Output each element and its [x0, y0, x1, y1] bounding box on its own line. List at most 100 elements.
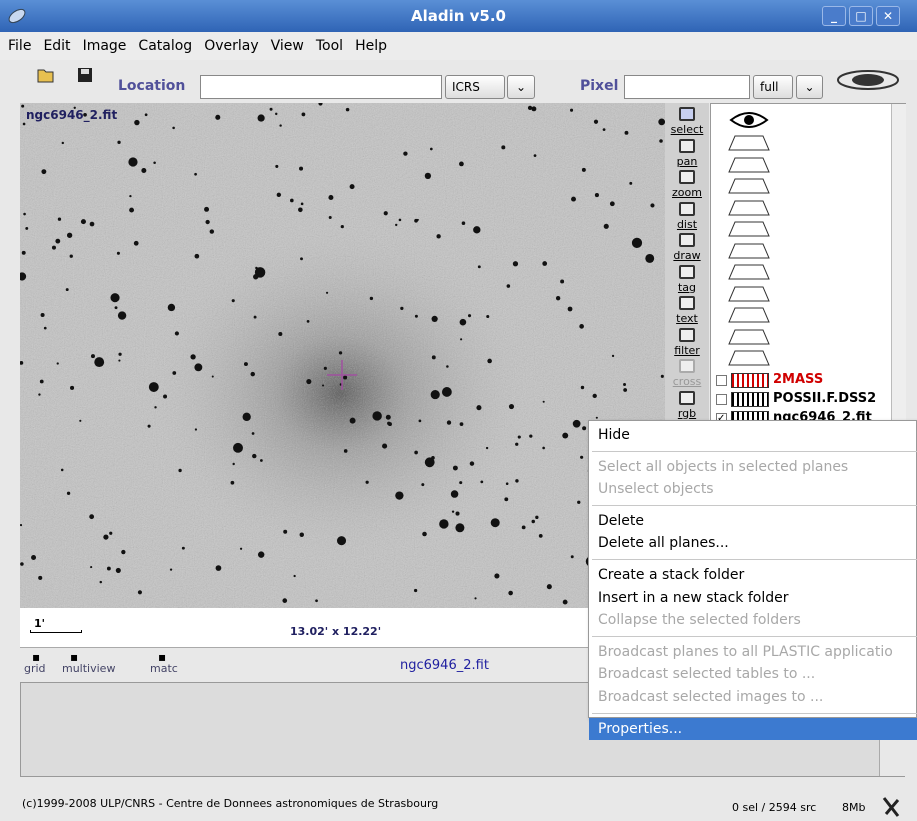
save-icon[interactable] — [76, 66, 94, 84]
tool-button[interactable]: tag — [667, 263, 707, 294]
empty-plane-slot[interactable] — [727, 306, 771, 324]
star — [94, 357, 105, 368]
image-view[interactable]: ngc6946_2.fit — [20, 103, 665, 608]
star — [343, 375, 348, 380]
star — [494, 573, 500, 579]
star — [20, 562, 24, 566]
tool-button[interactable]: zoom — [667, 168, 707, 199]
view-tool-icon[interactable]: ▪ — [32, 650, 41, 664]
title-bar: Aladin v5.0 _ □ ✕ — [0, 0, 917, 32]
view-tool-icon[interactable]: ▪ — [70, 650, 79, 664]
context-menu-item: Broadcast selected images to ... — [598, 689, 824, 705]
view-tool-icon[interactable]: ▪ — [158, 650, 167, 664]
star — [167, 303, 176, 312]
menu-separator — [592, 635, 917, 637]
menu-item[interactable]: Edit — [43, 38, 71, 54]
frame-select[interactable]: ICRS — [445, 75, 505, 99]
context-menu-item: Broadcast selected tables to ... — [598, 666, 816, 683]
open-icon[interactable] — [36, 66, 56, 84]
context-menu-item[interactable]: Create a stack folder — [598, 567, 745, 583]
app-icon — [8, 8, 26, 24]
stack-scrollbar[interactable] — [891, 104, 906, 428]
empty-plane-slot[interactable] — [727, 156, 771, 174]
star — [579, 324, 584, 329]
empty-plane-slot[interactable] — [727, 220, 771, 238]
menu-item[interactable]: Overlay — [204, 38, 259, 54]
star — [282, 598, 288, 603]
tool-button[interactable]: text — [667, 294, 707, 325]
empty-plane-slot[interactable] — [727, 263, 771, 281]
view-tool[interactable]: grid — [24, 662, 46, 675]
star — [204, 206, 210, 212]
tool-button[interactable]: filter — [667, 326, 707, 357]
minimize-button[interactable]: _ — [822, 6, 846, 26]
star — [80, 219, 86, 225]
star — [592, 393, 597, 399]
context-menu-item[interactable]: Hide — [598, 427, 630, 443]
plane-name[interactable]: 2MASS — [773, 372, 824, 387]
context-menu: Hide Select all objects in selected plane… — [588, 420, 917, 740]
star — [40, 312, 45, 317]
menu-separator — [592, 450, 917, 452]
star — [611, 354, 615, 358]
empty-plane-slot[interactable] — [727, 199, 771, 217]
star — [542, 261, 548, 266]
plane-checkbox[interactable] — [716, 394, 727, 405]
star — [459, 161, 464, 167]
star — [306, 319, 310, 323]
tool-label: tag — [677, 280, 697, 294]
view-tool[interactable]: matc — [150, 662, 178, 675]
plane-icon[interactable] — [731, 373, 769, 388]
empty-plane-slot[interactable] — [727, 242, 771, 260]
view-tool[interactable]: multiview — [62, 662, 116, 675]
star — [446, 365, 449, 368]
menu-item[interactable]: Catalog — [138, 38, 193, 54]
context-menu-item[interactable]: Insert in a new stack folder — [598, 589, 789, 606]
star — [90, 354, 95, 359]
plane-checkbox[interactable] — [716, 375, 727, 386]
menu-item[interactable]: Tool — [315, 38, 344, 54]
star — [372, 411, 382, 421]
star — [594, 193, 599, 198]
empty-plane-slot[interactable] — [727, 349, 771, 367]
menu-item[interactable]: Help — [355, 38, 387, 54]
pixel-input[interactable] — [624, 75, 750, 99]
plane-name[interactable]: POSSII.F.DSS2 — [773, 391, 877, 406]
context-menu-item[interactable]: Properties... — [589, 717, 917, 740]
empty-plane-slot[interactable] — [727, 177, 771, 195]
empty-plane-slot[interactable] — [727, 134, 771, 152]
frame-dropdown[interactable]: ⌄ — [507, 75, 535, 99]
star — [403, 151, 408, 156]
pixel-mode-select[interactable]: full — [753, 75, 793, 99]
star — [110, 293, 120, 303]
star — [259, 459, 263, 462]
tool-button[interactable]: rgb — [667, 389, 707, 420]
empty-plane-slot[interactable] — [727, 285, 771, 303]
plane-icon[interactable] — [731, 392, 769, 407]
empty-plane-slot[interactable] — [727, 328, 771, 346]
menu-item[interactable]: File — [8, 38, 32, 54]
tool-button[interactable]: pan — [667, 137, 707, 168]
star — [194, 253, 200, 259]
star — [20, 360, 24, 365]
menu-item[interactable]: View — [270, 38, 304, 54]
tool-button[interactable]: select — [667, 105, 707, 136]
star — [414, 314, 418, 318]
location-input[interactable] — [200, 75, 442, 99]
pixel-dropdown[interactable]: ⌄ — [796, 75, 823, 99]
star — [490, 518, 500, 528]
eye-icon[interactable] — [729, 109, 769, 131]
menu-item[interactable]: Image — [82, 38, 127, 54]
context-menu-item[interactable]: Delete — [598, 512, 644, 529]
tool-button[interactable]: dist — [667, 200, 707, 231]
tool-button[interactable]: draw — [667, 231, 707, 262]
tool-label: zoom — [672, 186, 702, 199]
star — [147, 424, 151, 428]
star — [467, 314, 472, 318]
star — [298, 207, 303, 213]
maximize-button[interactable]: □ — [849, 6, 873, 26]
star — [529, 434, 533, 438]
close-button[interactable]: ✕ — [876, 6, 900, 26]
star — [25, 226, 29, 230]
context-menu-item[interactable]: Delete all planes... — [598, 535, 729, 552]
